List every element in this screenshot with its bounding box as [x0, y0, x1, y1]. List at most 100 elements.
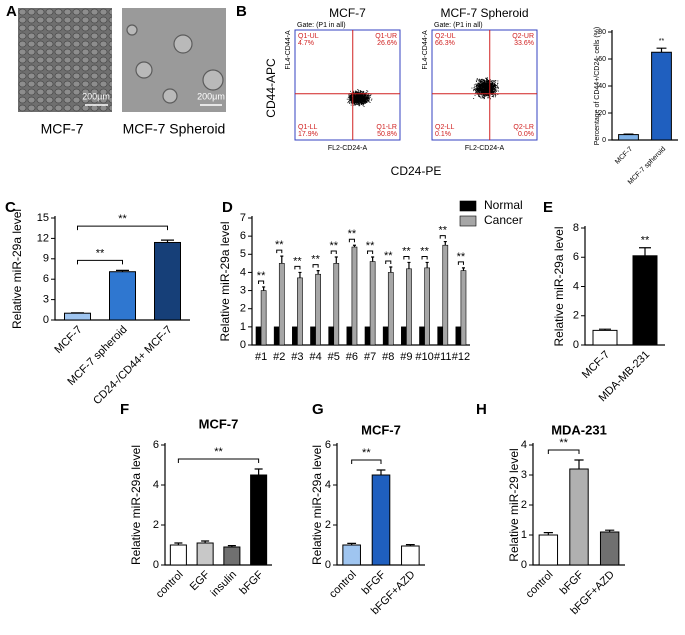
significance-bracket: [439, 235, 446, 239]
y-tick-label: 2: [325, 519, 331, 531]
bar: [460, 270, 467, 346]
error-bar: [461, 267, 465, 271]
chart-title: MCF-7: [199, 416, 239, 431]
error-bar: [161, 239, 174, 243]
y-tick-label: 0: [43, 314, 49, 326]
chart-title: MCF-7: [361, 422, 401, 437]
error-bar: [262, 286, 266, 291]
y-tick-label: 7: [240, 212, 246, 224]
x-tick-label: CD24-/CD44+ MCF-7: [91, 324, 174, 407]
chart: D Relative miR-29a level 0 1 2 3 4 5 6 7 #1 ** #2 ** #…: [218, 198, 523, 363]
micrographs: A 200μm 200μm MCF-7 MCF-7 Spheroid: [6, 3, 226, 137]
y-tick-label: 12: [37, 232, 49, 244]
y-tick-label: 1: [240, 321, 246, 333]
bar: [292, 326, 298, 346]
bar: [169, 544, 187, 566]
x-tick-label: MCF-7: [580, 349, 612, 381]
y-tick-label: 6: [325, 439, 331, 451]
y-tick-label: 0: [602, 137, 606, 144]
error-bar: [389, 266, 393, 273]
error-bar: [599, 328, 611, 331]
bar: [599, 531, 620, 566]
panel-label: A: [6, 3, 17, 20]
x-tick-label: #3: [291, 351, 303, 363]
significance-bracket: [421, 255, 428, 260]
error-bar: [371, 256, 375, 262]
significance-bracket: [457, 261, 464, 265]
x-tick-label: #4: [309, 351, 321, 363]
axis-channel: FL2-CD24-A: [328, 145, 368, 152]
bar: [651, 51, 672, 141]
axis-channel: FL2-CD24-A: [465, 145, 505, 152]
scale-label: 200μm: [197, 91, 225, 101]
bar: [455, 326, 462, 346]
axis-channel: FL4-CD44-A: [285, 30, 292, 70]
error-bar: [425, 261, 429, 268]
y-tick-label: 8: [573, 222, 579, 234]
significance-bracket: [77, 259, 123, 265]
significance: **: [384, 250, 393, 262]
error-bar: [254, 468, 263, 475]
x-tick-label: control: [154, 569, 186, 601]
legend-swatch: [459, 215, 477, 227]
y-axis-title: Relative miR-29a level: [310, 445, 324, 565]
y-tick-label: 6: [153, 439, 159, 451]
quadrant-name: Q2-LR: [513, 124, 534, 131]
error-bar: [298, 271, 302, 278]
y-tick-label: 1: [521, 529, 527, 541]
significance: **: [311, 254, 320, 266]
plot-title: MCF-7 Spheroid: [440, 6, 528, 20]
significance: **: [214, 446, 223, 458]
bar: [401, 326, 407, 346]
bar: [278, 263, 285, 346]
y-tick-label: 2: [153, 519, 159, 531]
panel-label: H: [476, 401, 487, 418]
y-tick-label: 5: [240, 248, 246, 260]
y-axis-title: Relative miR-29a level: [218, 221, 232, 341]
quadrant-name: Q1-UR: [375, 33, 397, 40]
significance-bracket: [294, 265, 301, 270]
y-tick-label: 80: [598, 29, 606, 36]
scale-label: 200μm: [82, 91, 110, 101]
x-tick-label: bFGF: [558, 569, 587, 598]
bar: [618, 134, 639, 141]
legend-swatch: [459, 200, 477, 212]
error-bar: [201, 540, 210, 543]
panel-label: G: [312, 401, 324, 418]
x-tick-label: MCF-7: [614, 146, 634, 166]
quadrant-percent: 17.9%: [298, 131, 318, 138]
error-bar: [574, 459, 584, 469]
y-axis-title: Relative miR-29a level: [129, 445, 143, 565]
panel-label: D: [222, 199, 233, 216]
bar: [382, 326, 389, 346]
bar: [273, 326, 280, 346]
bar: [569, 468, 589, 566]
bar: [260, 290, 267, 346]
quadrant-percent: 26.6%: [377, 40, 397, 47]
significance-bracket: [351, 459, 382, 464]
significance: **: [559, 437, 568, 449]
bar: [223, 546, 241, 566]
y-tick-label: 2: [573, 310, 579, 322]
y-tick-label: 60: [598, 56, 606, 63]
bar: [371, 474, 391, 566]
panel-label: E: [543, 199, 553, 216]
error-bar: [543, 532, 553, 535]
bar: [196, 542, 214, 566]
bar: [351, 246, 358, 346]
y-tick-label: 6: [240, 230, 246, 242]
bar: [387, 272, 394, 346]
quadrant-percent: 50.8%: [377, 131, 397, 138]
legend-label: Normal: [484, 198, 523, 212]
y-tick-label: 3: [521, 469, 527, 481]
error-bar: [174, 542, 183, 545]
quadrant-name: Q2-LL: [435, 124, 455, 131]
x-tick-label: #1: [255, 351, 267, 363]
x-tick-label: bFGF: [237, 569, 266, 598]
significance-bracket: [348, 238, 355, 243]
y-axis-title: Relative miR-29a level: [552, 226, 566, 346]
y-tick-label: 4: [573, 280, 579, 292]
bar: [437, 326, 444, 346]
